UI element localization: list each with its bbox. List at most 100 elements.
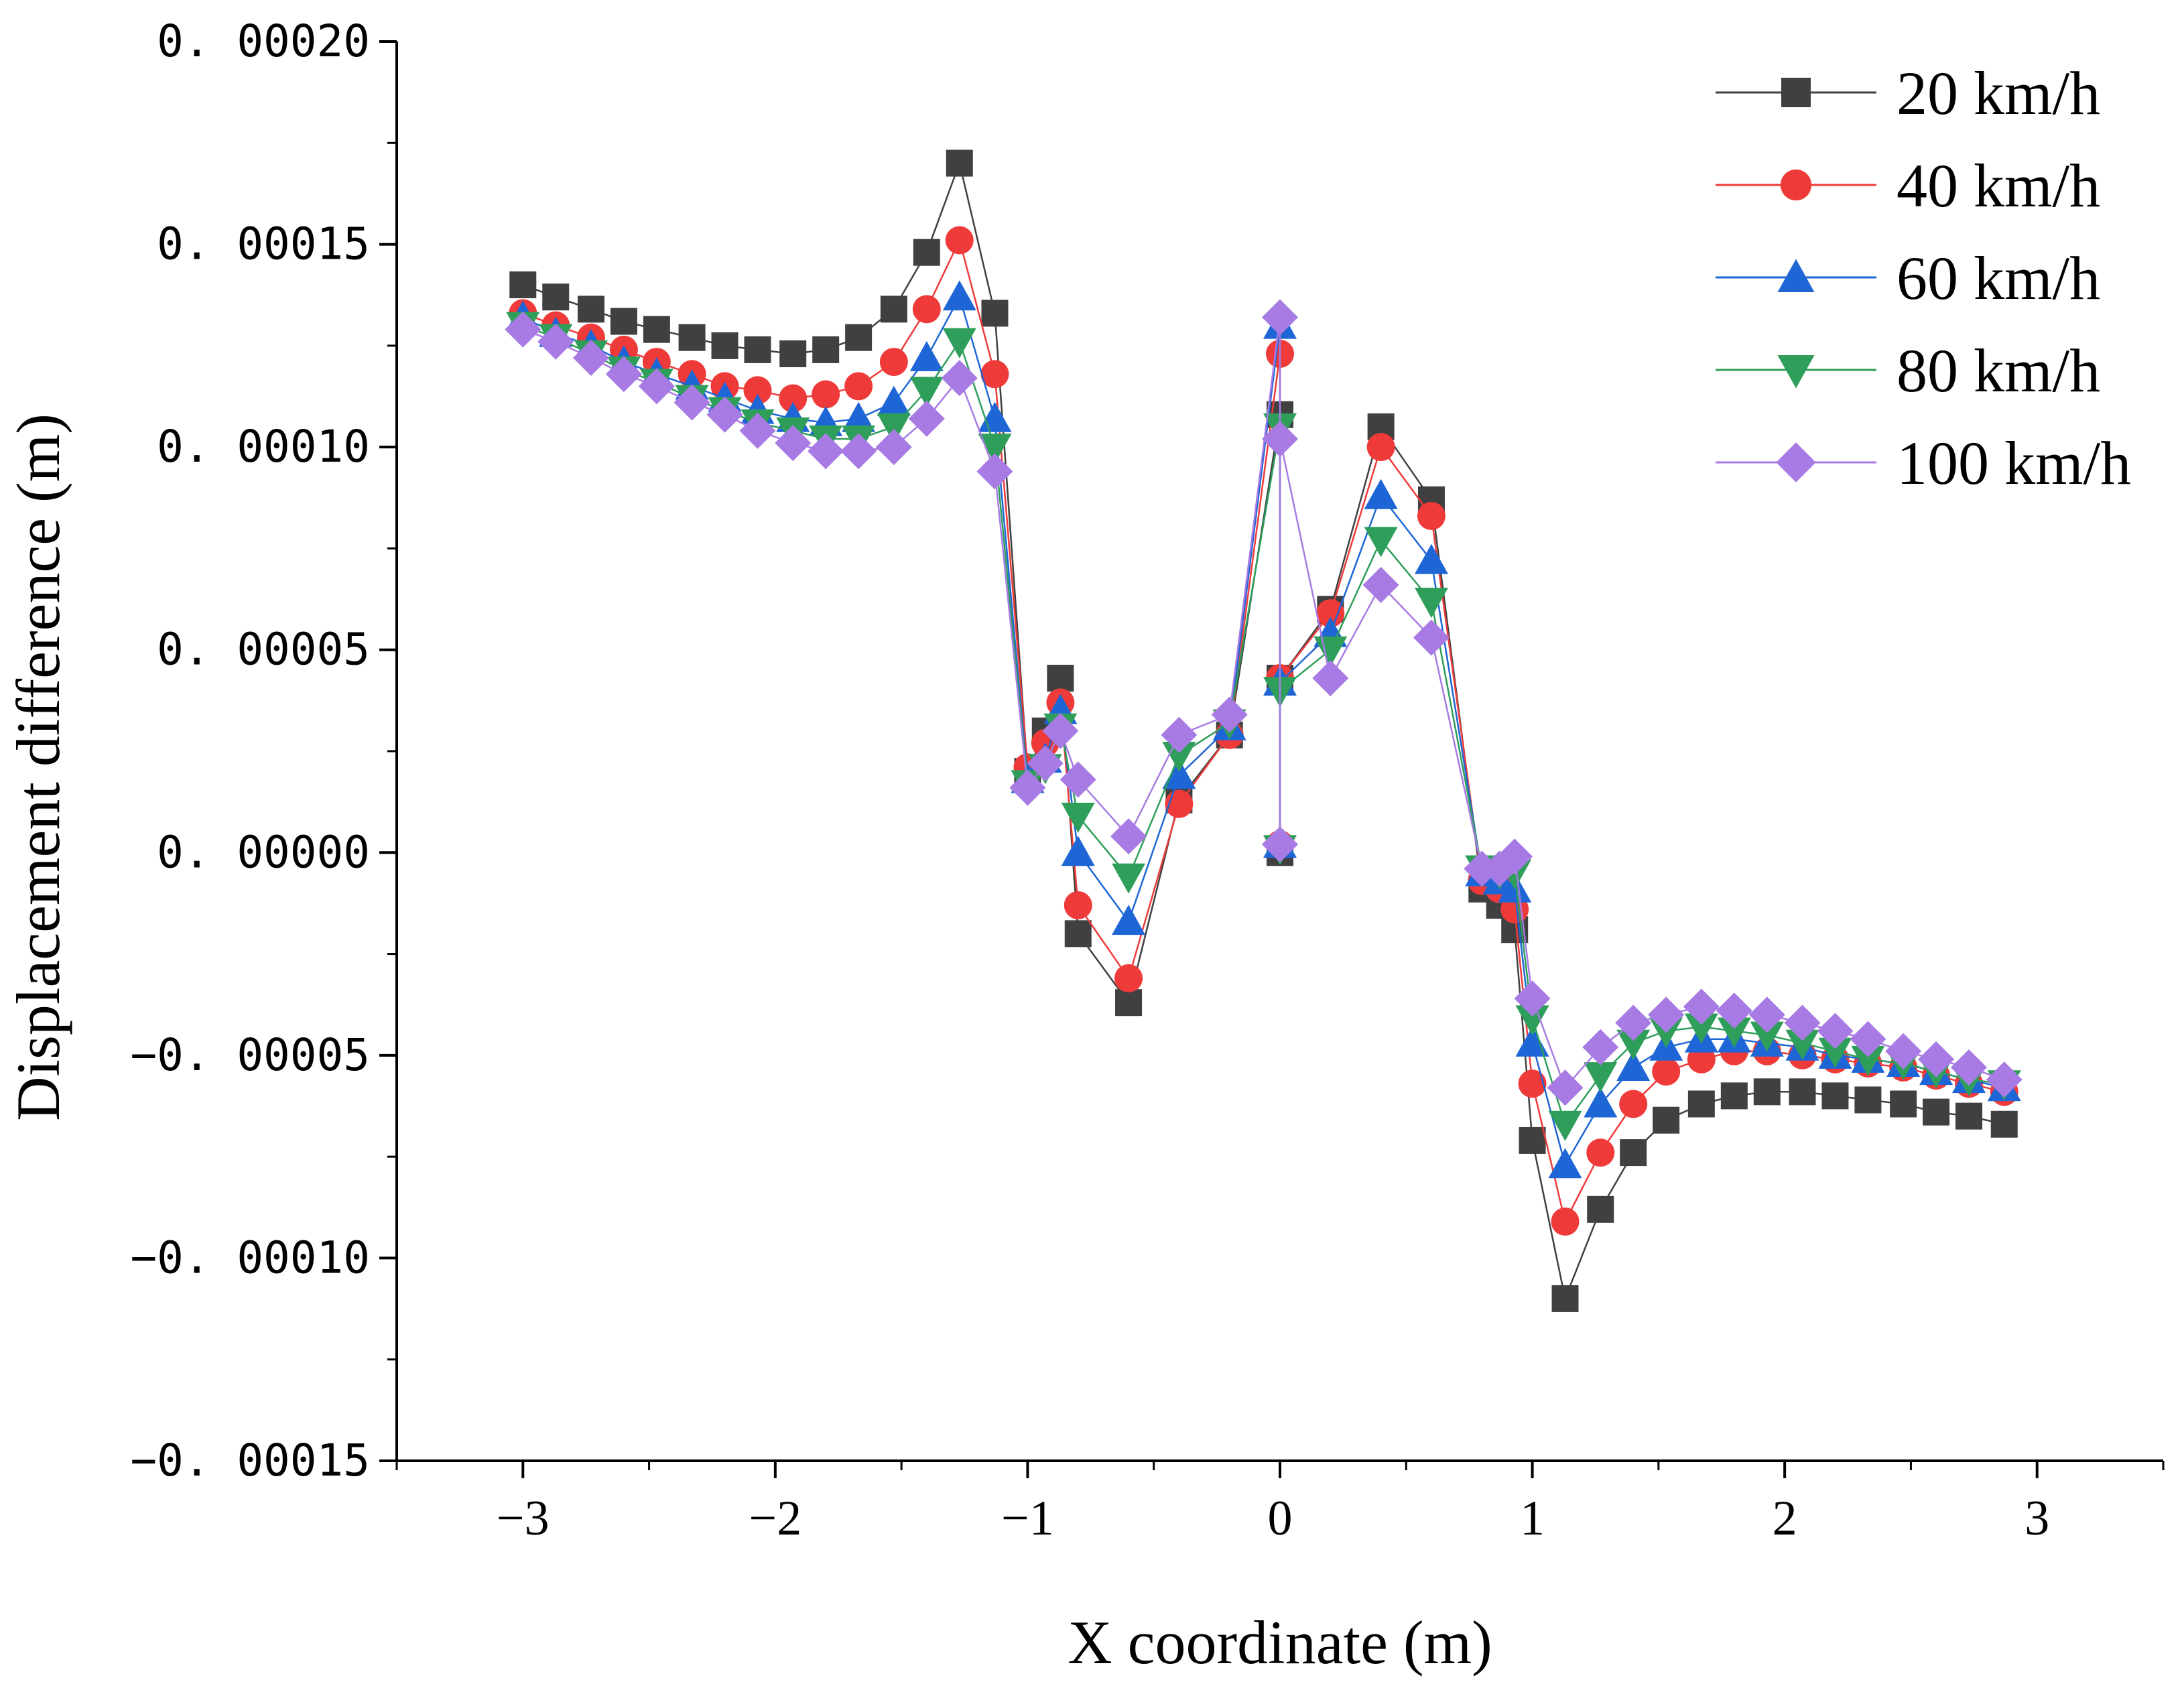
data-point-60-km-h bbox=[1061, 836, 1095, 866]
data-point-80-km-h bbox=[1364, 527, 1398, 558]
data-point-100-km-h bbox=[1211, 696, 1248, 733]
data-point-100-km-h bbox=[1027, 745, 1064, 782]
data-point-20-km-h bbox=[1821, 1082, 1849, 1110]
x-tick-label: −2 bbox=[749, 1491, 801, 1546]
data-point-40-km-h bbox=[1586, 1138, 1615, 1167]
data-point-20-km-h bbox=[577, 296, 604, 323]
legend-label: 100 km/h bbox=[1897, 429, 2131, 497]
data-point-80-km-h bbox=[1684, 1013, 1718, 1044]
data-point-80-km-h bbox=[909, 377, 944, 407]
y-tick-label: 0. 00010 bbox=[157, 421, 370, 472]
legend-label: 80 km/h bbox=[1897, 336, 2100, 405]
data-point-20-km-h bbox=[946, 149, 973, 177]
y-tick-label: 0. 00020 bbox=[157, 15, 370, 67]
data-point-20-km-h bbox=[1990, 1110, 2018, 1138]
x-tick-label: 1 bbox=[1520, 1491, 1545, 1546]
data-point-100-km-h bbox=[976, 453, 1013, 490]
data-point-60-km-h bbox=[1515, 1026, 1549, 1057]
y-tick-label: −0. 00015 bbox=[130, 1435, 370, 1486]
data-point-60-km-h bbox=[978, 401, 1012, 432]
data-point-20-km-h bbox=[1720, 1082, 1748, 1110]
data-point-100-km-h bbox=[1648, 996, 1685, 1033]
data-point-40-km-h bbox=[1652, 1057, 1681, 1086]
data-point-20-km-h bbox=[913, 239, 940, 266]
data-point-100-km-h bbox=[1262, 299, 1298, 336]
data-point-100-km-h bbox=[638, 368, 675, 405]
data-point-40-km-h bbox=[980, 360, 1009, 389]
data-point-20-km-h bbox=[880, 296, 907, 323]
data-point-20-km-h bbox=[711, 332, 738, 359]
data-point-100-km-h bbox=[775, 425, 812, 462]
data-point-20-km-h bbox=[1854, 1086, 1882, 1114]
data-point-40-km-h bbox=[812, 380, 840, 409]
data-point-80-km-h bbox=[942, 328, 976, 359]
data-point-60-km-h bbox=[1548, 1148, 1582, 1179]
data-point-20-km-h bbox=[1115, 989, 1143, 1017]
y-tick-label: −0. 00005 bbox=[130, 1029, 370, 1081]
data-point-20-km-h bbox=[1653, 1106, 1680, 1134]
data-point-100-km-h bbox=[808, 433, 844, 470]
legend-marker bbox=[1777, 355, 1815, 389]
data-point-60-km-h bbox=[1414, 543, 1448, 574]
data-point-100-km-h bbox=[1748, 996, 1785, 1033]
data-point-100-km-h bbox=[1413, 619, 1450, 656]
data-point-60-km-h bbox=[877, 385, 911, 416]
data-point-100-km-h bbox=[1262, 421, 1298, 458]
series-20-km-h bbox=[509, 149, 2018, 1312]
data-point-100-km-h bbox=[673, 384, 710, 421]
data-point-60-km-h bbox=[1584, 1087, 1618, 1118]
data-point-40-km-h bbox=[1619, 1090, 1648, 1118]
data-point-100-km-h bbox=[1986, 1061, 2022, 1098]
x-axis-title: X coordinate (m) bbox=[1068, 1608, 1492, 1677]
data-point-80-km-h bbox=[1061, 802, 1095, 833]
data-point-80-km-h bbox=[1515, 1005, 1549, 1036]
data-point-100-km-h bbox=[706, 396, 743, 433]
data-point-100-km-h bbox=[1582, 1029, 1619, 1065]
data-point-80-km-h bbox=[1548, 1110, 1582, 1141]
data-point-40-km-h bbox=[1518, 1069, 1547, 1098]
legend-entry-40-km-h: 40 km/h bbox=[1716, 151, 2100, 220]
data-point-20-km-h bbox=[1551, 1285, 1579, 1312]
data-point-80-km-h bbox=[877, 413, 911, 444]
legend: 20 km/h 40 km/h 60 km/h 80 km/h 100 km/h bbox=[1716, 59, 2131, 497]
data-point-100-km-h bbox=[1514, 980, 1551, 1017]
data-point-40-km-h bbox=[1064, 891, 1092, 919]
data-point-80-km-h bbox=[1785, 1029, 1819, 1060]
data-point-40-km-h bbox=[1551, 1207, 1580, 1236]
data-point-100-km-h bbox=[605, 356, 642, 393]
series-100-km-h bbox=[505, 299, 2022, 1106]
data-point-20-km-h bbox=[1047, 665, 1074, 692]
y-tick-label: 0. 00000 bbox=[157, 826, 370, 878]
data-point-100-km-h bbox=[1110, 818, 1147, 855]
y-tick-label: 0. 00005 bbox=[157, 624, 370, 675]
data-point-100-km-h bbox=[1817, 1013, 1854, 1049]
data-point-40-km-h bbox=[912, 295, 941, 324]
data-point-60-km-h bbox=[909, 341, 944, 372]
data-point-40-km-h bbox=[879, 348, 908, 377]
data-point-20-km-h bbox=[1519, 1126, 1546, 1154]
data-point-40-km-h bbox=[1417, 502, 1446, 531]
data-point-100-km-h bbox=[1683, 988, 1720, 1025]
x-tick-label: −3 bbox=[497, 1491, 550, 1546]
data-point-100-km-h bbox=[537, 323, 574, 360]
legend-marker bbox=[1781, 78, 1811, 107]
series-line-100-km-h bbox=[522, 317, 2005, 1090]
data-point-100-km-h bbox=[875, 429, 912, 466]
y-tick-label: −0. 00010 bbox=[130, 1232, 370, 1283]
data-point-20-km-h bbox=[1789, 1078, 1816, 1106]
data-point-100-km-h bbox=[1262, 826, 1298, 863]
data-point-40-km-h bbox=[1366, 433, 1395, 462]
legend-marker bbox=[1777, 259, 1815, 292]
data-point-20-km-h bbox=[1687, 1090, 1715, 1118]
data-point-100-km-h bbox=[1496, 838, 1533, 875]
data-point-100-km-h bbox=[1885, 1033, 1922, 1069]
data-point-100-km-h bbox=[840, 433, 877, 470]
data-point-80-km-h bbox=[1414, 588, 1448, 619]
data-point-80-km-h bbox=[1112, 863, 1146, 894]
data-point-100-km-h bbox=[1918, 1041, 1955, 1078]
data-point-20-km-h bbox=[1890, 1090, 1917, 1118]
data-point-80-km-h bbox=[1584, 1062, 1618, 1093]
data-point-80-km-h bbox=[1818, 1037, 1852, 1068]
data-point-20-km-h bbox=[779, 340, 807, 367]
